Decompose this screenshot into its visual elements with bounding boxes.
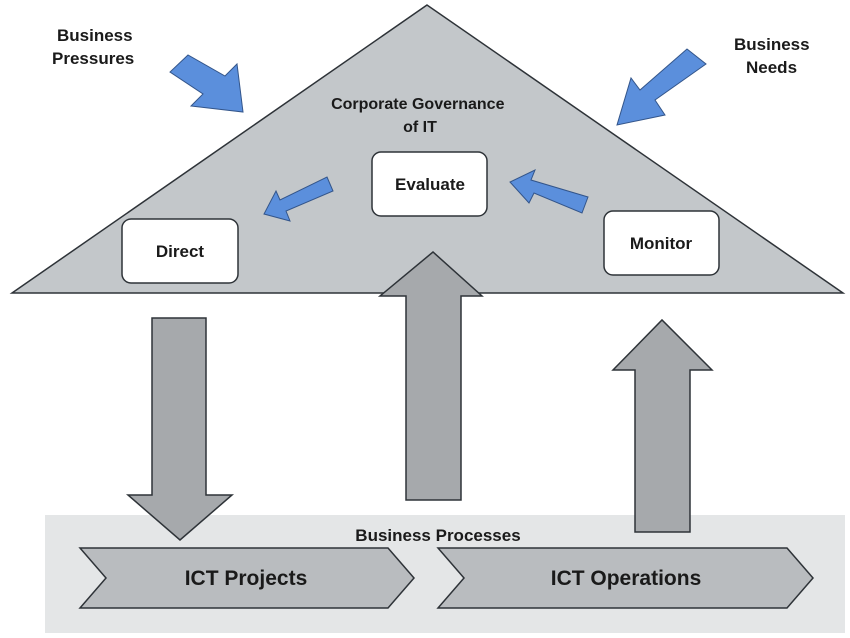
monitor-label: Monitor [630,234,693,253]
business-needs-label: Business Needs [734,35,814,77]
business-pressures-arrow [169,54,244,113]
ict-operations-chevron [436,547,814,609]
monitor-box [603,210,720,276]
business-needs-arrow [616,48,707,126]
monitor-up-arrow [611,318,714,533]
direct-label: Direct [156,242,205,261]
evaluate-box [371,151,488,217]
ict-projects-chevron [78,547,415,609]
business-pressures-label: Business Pressures [52,26,137,68]
evaluate-label: Evaluate [395,175,465,194]
ict-projects-label: ICT Projects [185,567,308,590]
governance-title: Corporate Governance of IT [331,96,509,136]
evaluate-up-arrow [377,251,484,501]
monitor-to-evaluate-arrow [509,168,589,214]
direct-box [121,218,239,284]
ict-operations-label: ICT Operations [551,567,702,590]
business-processes-label: Business Processes [355,526,520,545]
direct-down-arrow [125,317,235,541]
evaluate-to-direct-arrow [263,176,334,222]
